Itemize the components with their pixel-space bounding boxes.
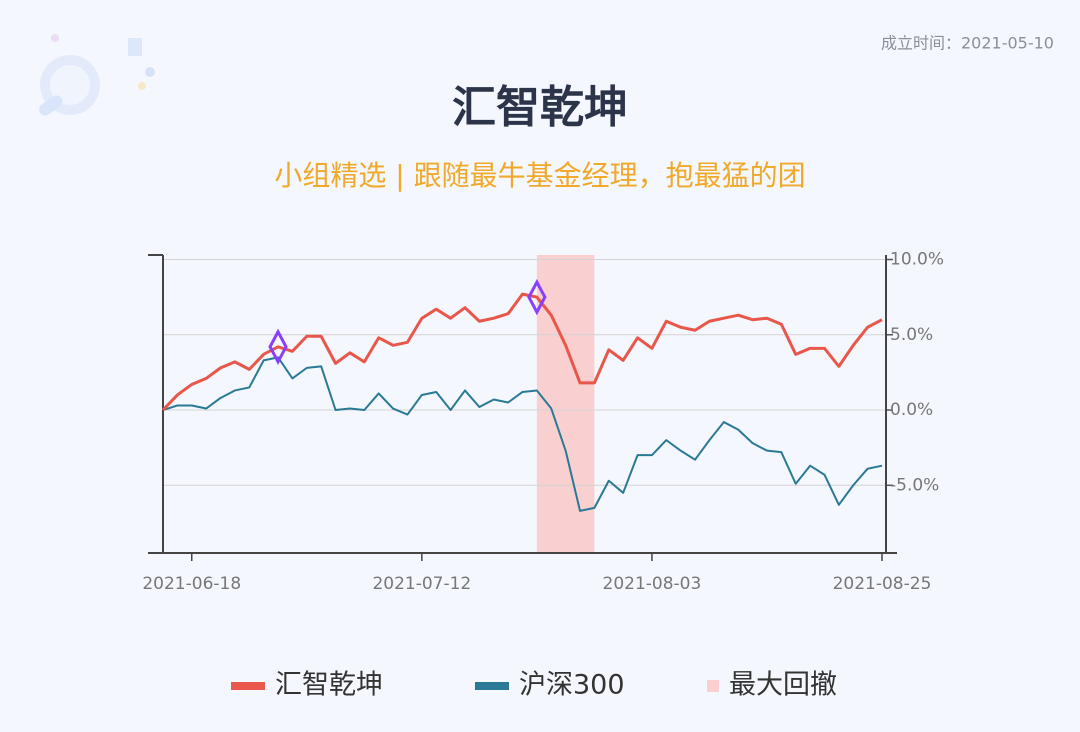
line-series (162, 356, 883, 512)
legend-swatch (231, 682, 265, 690)
decor-icon (39, 34, 155, 116)
marker (527, 278, 547, 316)
x-tick-label: 2021-07-12 (372, 574, 471, 594)
legend-swatch (475, 682, 509, 690)
legend-label: 汇智乾坤 (275, 670, 383, 701)
y-tick-label: -5.0% (890, 475, 939, 495)
x-tick-label: 2021-08-03 (603, 574, 702, 594)
line-series (161, 292, 883, 412)
y-tick-label: 10.0% (890, 250, 944, 270)
x-tick-label: 2021-08-25 (833, 574, 932, 594)
drawdown-region (536, 255, 595, 553)
marker (268, 328, 288, 365)
founded-date: 成立时间：2021-05-10 (881, 34, 1054, 53)
legend-label: 最大回撤 (729, 670, 837, 701)
plot-area: 10.0% 5.0% 0.0% -5.0% 2021-06-18 2021-07-12 20… (142, 250, 944, 594)
subtitle: 小组精选 | 跟随最牛基金经理，抱最猛的团 (274, 159, 805, 192)
legend-label: 沪深300 (519, 670, 625, 701)
title: 汇智乾坤 (452, 82, 628, 133)
x-tick-label: 2021-06-18 (142, 574, 241, 594)
y-tick-label: 5.0% (890, 325, 933, 345)
legend-swatch (707, 680, 719, 692)
y-tick-label: 0.0% (890, 400, 933, 420)
legend: 汇智乾坤 沪深300 最大回撤 (231, 670, 837, 701)
